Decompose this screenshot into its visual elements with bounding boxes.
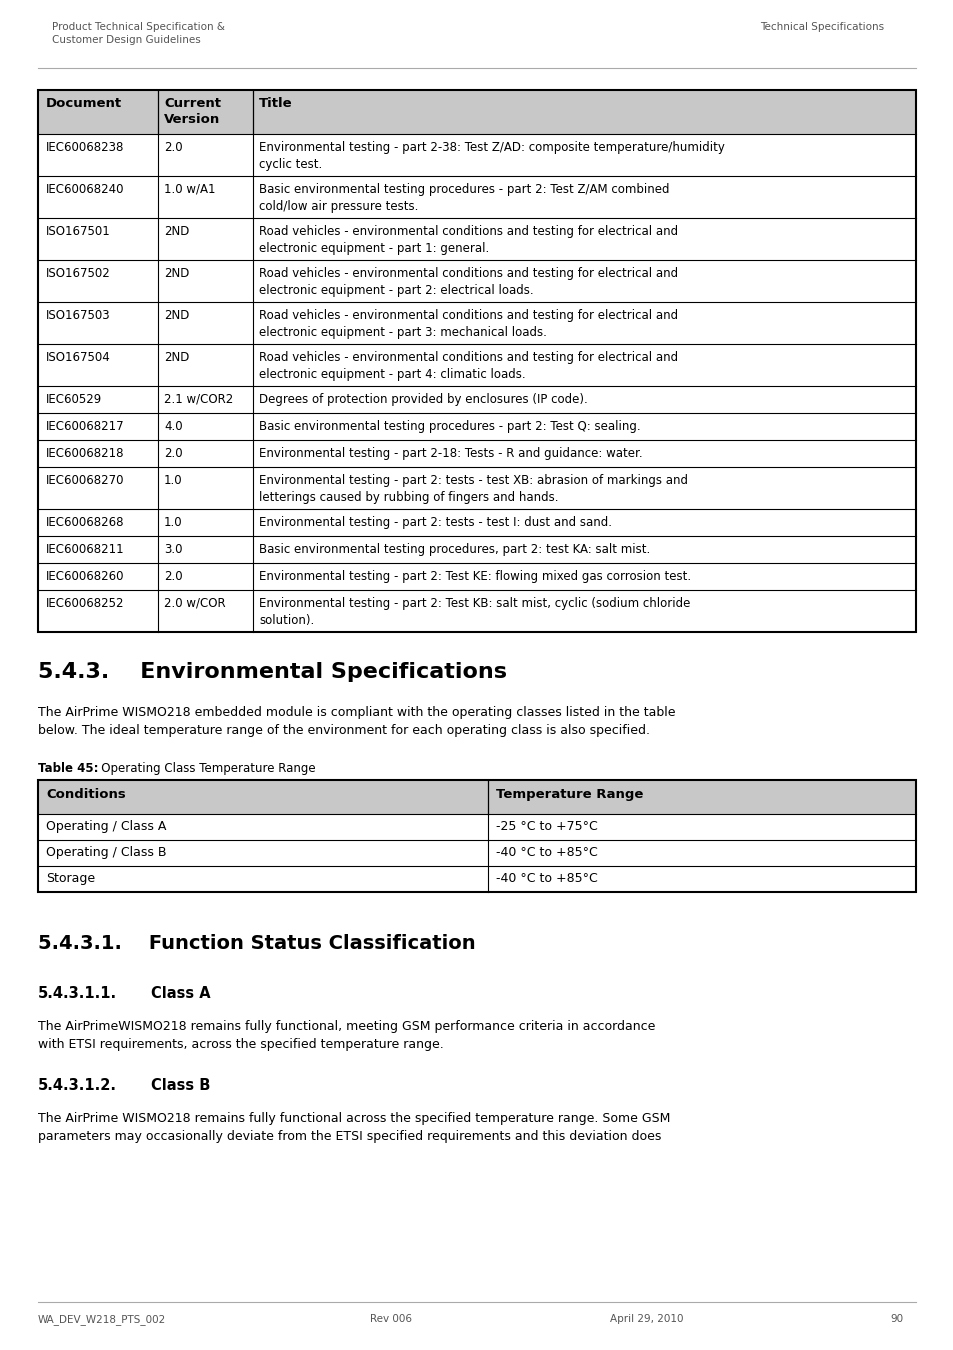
Text: 1.0: 1.0	[164, 474, 182, 487]
Text: Basic environmental testing procedures - part 2: Test Q: sealing.: Basic environmental testing procedures -…	[258, 420, 640, 433]
Text: IEC60068240: IEC60068240	[46, 184, 125, 196]
Text: 5.4.3.1.    Function Status Classification: 5.4.3.1. Function Status Classification	[38, 934, 476, 953]
Text: 1.0 w/A1: 1.0 w/A1	[164, 184, 215, 196]
Text: Environmental testing - part 2: Test KE: flowing mixed gas corrosion test.: Environmental testing - part 2: Test KE:…	[258, 570, 690, 583]
Text: 2ND: 2ND	[164, 309, 190, 323]
Text: The AirPrime WISMO218 embedded module is compliant with the operating classes li: The AirPrime WISMO218 embedded module is…	[38, 706, 675, 737]
Text: 1.0: 1.0	[164, 516, 182, 529]
Text: IEC60068218: IEC60068218	[46, 447, 125, 460]
Text: 5.4.3.1.1.: 5.4.3.1.1.	[38, 986, 117, 1000]
Text: Conditions: Conditions	[46, 788, 126, 801]
Text: Class A: Class A	[110, 986, 211, 1000]
Text: Document: Document	[46, 97, 122, 109]
Text: The AirPrime WISMO218 remains fully functional across the specified temperature : The AirPrime WISMO218 remains fully func…	[38, 1112, 670, 1143]
Text: 2.0: 2.0	[164, 447, 182, 460]
Text: Environmental testing - part 2-18: Tests - R and guidance: water.: Environmental testing - part 2-18: Tests…	[258, 447, 642, 460]
Text: IEC60529: IEC60529	[46, 393, 102, 406]
Text: 4.0: 4.0	[164, 420, 182, 433]
Text: ISO167502: ISO167502	[46, 267, 111, 279]
Text: April 29, 2010: April 29, 2010	[609, 1314, 682, 1324]
Text: Degrees of protection provided by enclosures (IP code).: Degrees of protection provided by enclos…	[258, 393, 587, 406]
Text: Title: Title	[258, 97, 293, 109]
Text: 2.1 w/COR2: 2.1 w/COR2	[164, 393, 233, 406]
Text: The AirPrimeWISMO218 remains fully functional, meeting GSM performance criteria : The AirPrimeWISMO218 remains fully funct…	[38, 1021, 655, 1052]
Bar	[38, 780, 915, 814]
Text: Environmental testing - part 2-38: Test Z/AD: composite temperature/humidity
cyc: Environmental testing - part 2-38: Test …	[258, 140, 724, 171]
Text: IEC60068238: IEC60068238	[46, 140, 124, 154]
Text: Product Technical Specification &
Customer Design Guidelines: Product Technical Specification & Custom…	[52, 22, 225, 45]
Text: Basic environmental testing procedures, part 2: test KA: salt mist.: Basic environmental testing procedures, …	[258, 543, 650, 556]
Text: Temperature Range: Temperature Range	[496, 788, 642, 801]
Text: ISO167501: ISO167501	[46, 225, 111, 238]
Text: Operating Class Temperature Range: Operating Class Temperature Range	[90, 761, 315, 775]
Text: Storage: Storage	[46, 872, 95, 886]
Text: -40 °C to +85°C: -40 °C to +85°C	[496, 846, 598, 859]
Bar	[38, 90, 915, 134]
Text: 90: 90	[889, 1314, 902, 1324]
Text: WA_DEV_W218_PTS_002: WA_DEV_W218_PTS_002	[38, 1314, 166, 1324]
Text: Rev 006: Rev 006	[370, 1314, 412, 1324]
Text: IEC60068211: IEC60068211	[46, 543, 125, 556]
Text: Environmental testing - part 2: tests - test I: dust and sand.: Environmental testing - part 2: tests - …	[258, 516, 612, 529]
Text: Environmental testing - part 2: tests - test XB: abrasion of markings and
letter: Environmental testing - part 2: tests - …	[258, 474, 687, 504]
Text: Road vehicles - environmental conditions and testing for electrical and
electron: Road vehicles - environmental conditions…	[258, 309, 678, 339]
Text: Operating / Class A: Operating / Class A	[46, 819, 166, 833]
Text: IEC60068217: IEC60068217	[46, 420, 125, 433]
Text: IEC60068268: IEC60068268	[46, 516, 125, 529]
Text: 2ND: 2ND	[164, 267, 190, 279]
Text: ISO167503: ISO167503	[46, 309, 111, 323]
Text: Environmental testing - part 2: Test KB: salt mist, cyclic (sodium chloride
solu: Environmental testing - part 2: Test KB:…	[258, 597, 690, 626]
Text: Technical Specifications: Technical Specifications	[760, 22, 883, 32]
Bar	[38, 90, 915, 632]
Text: Road vehicles - environmental conditions and testing for electrical and
electron: Road vehicles - environmental conditions…	[258, 351, 678, 381]
Text: 2.0: 2.0	[164, 570, 182, 583]
Text: 2ND: 2ND	[164, 225, 190, 238]
Text: Class B: Class B	[110, 1079, 211, 1094]
Text: IEC60068270: IEC60068270	[46, 474, 125, 487]
Text: Table 45:: Table 45:	[38, 761, 98, 775]
Text: 2.0: 2.0	[164, 140, 182, 154]
Text: Current
Version: Current Version	[164, 97, 221, 126]
Text: Basic environmental testing procedures - part 2: Test Z/AM combined
cold/low air: Basic environmental testing procedures -…	[258, 184, 669, 213]
Text: IEC60068252: IEC60068252	[46, 597, 125, 610]
Text: IEC60068260: IEC60068260	[46, 570, 125, 583]
Text: 5.4.3.    Environmental Specifications: 5.4.3. Environmental Specifications	[38, 662, 506, 682]
Text: Road vehicles - environmental conditions and testing for electrical and
electron: Road vehicles - environmental conditions…	[258, 267, 678, 297]
Text: -40 °C to +85°C: -40 °C to +85°C	[496, 872, 598, 886]
Text: 2ND: 2ND	[164, 351, 190, 364]
Text: 2.0 w/COR: 2.0 w/COR	[164, 597, 226, 610]
Text: ISO167504: ISO167504	[46, 351, 111, 364]
Text: Operating / Class B: Operating / Class B	[46, 846, 167, 859]
Text: 5.4.3.1.2.: 5.4.3.1.2.	[38, 1079, 117, 1094]
Bar	[38, 780, 915, 892]
Text: -25 °C to +75°C: -25 °C to +75°C	[496, 819, 598, 833]
Text: Road vehicles - environmental conditions and testing for electrical and
electron: Road vehicles - environmental conditions…	[258, 225, 678, 255]
Text: 3.0: 3.0	[164, 543, 182, 556]
